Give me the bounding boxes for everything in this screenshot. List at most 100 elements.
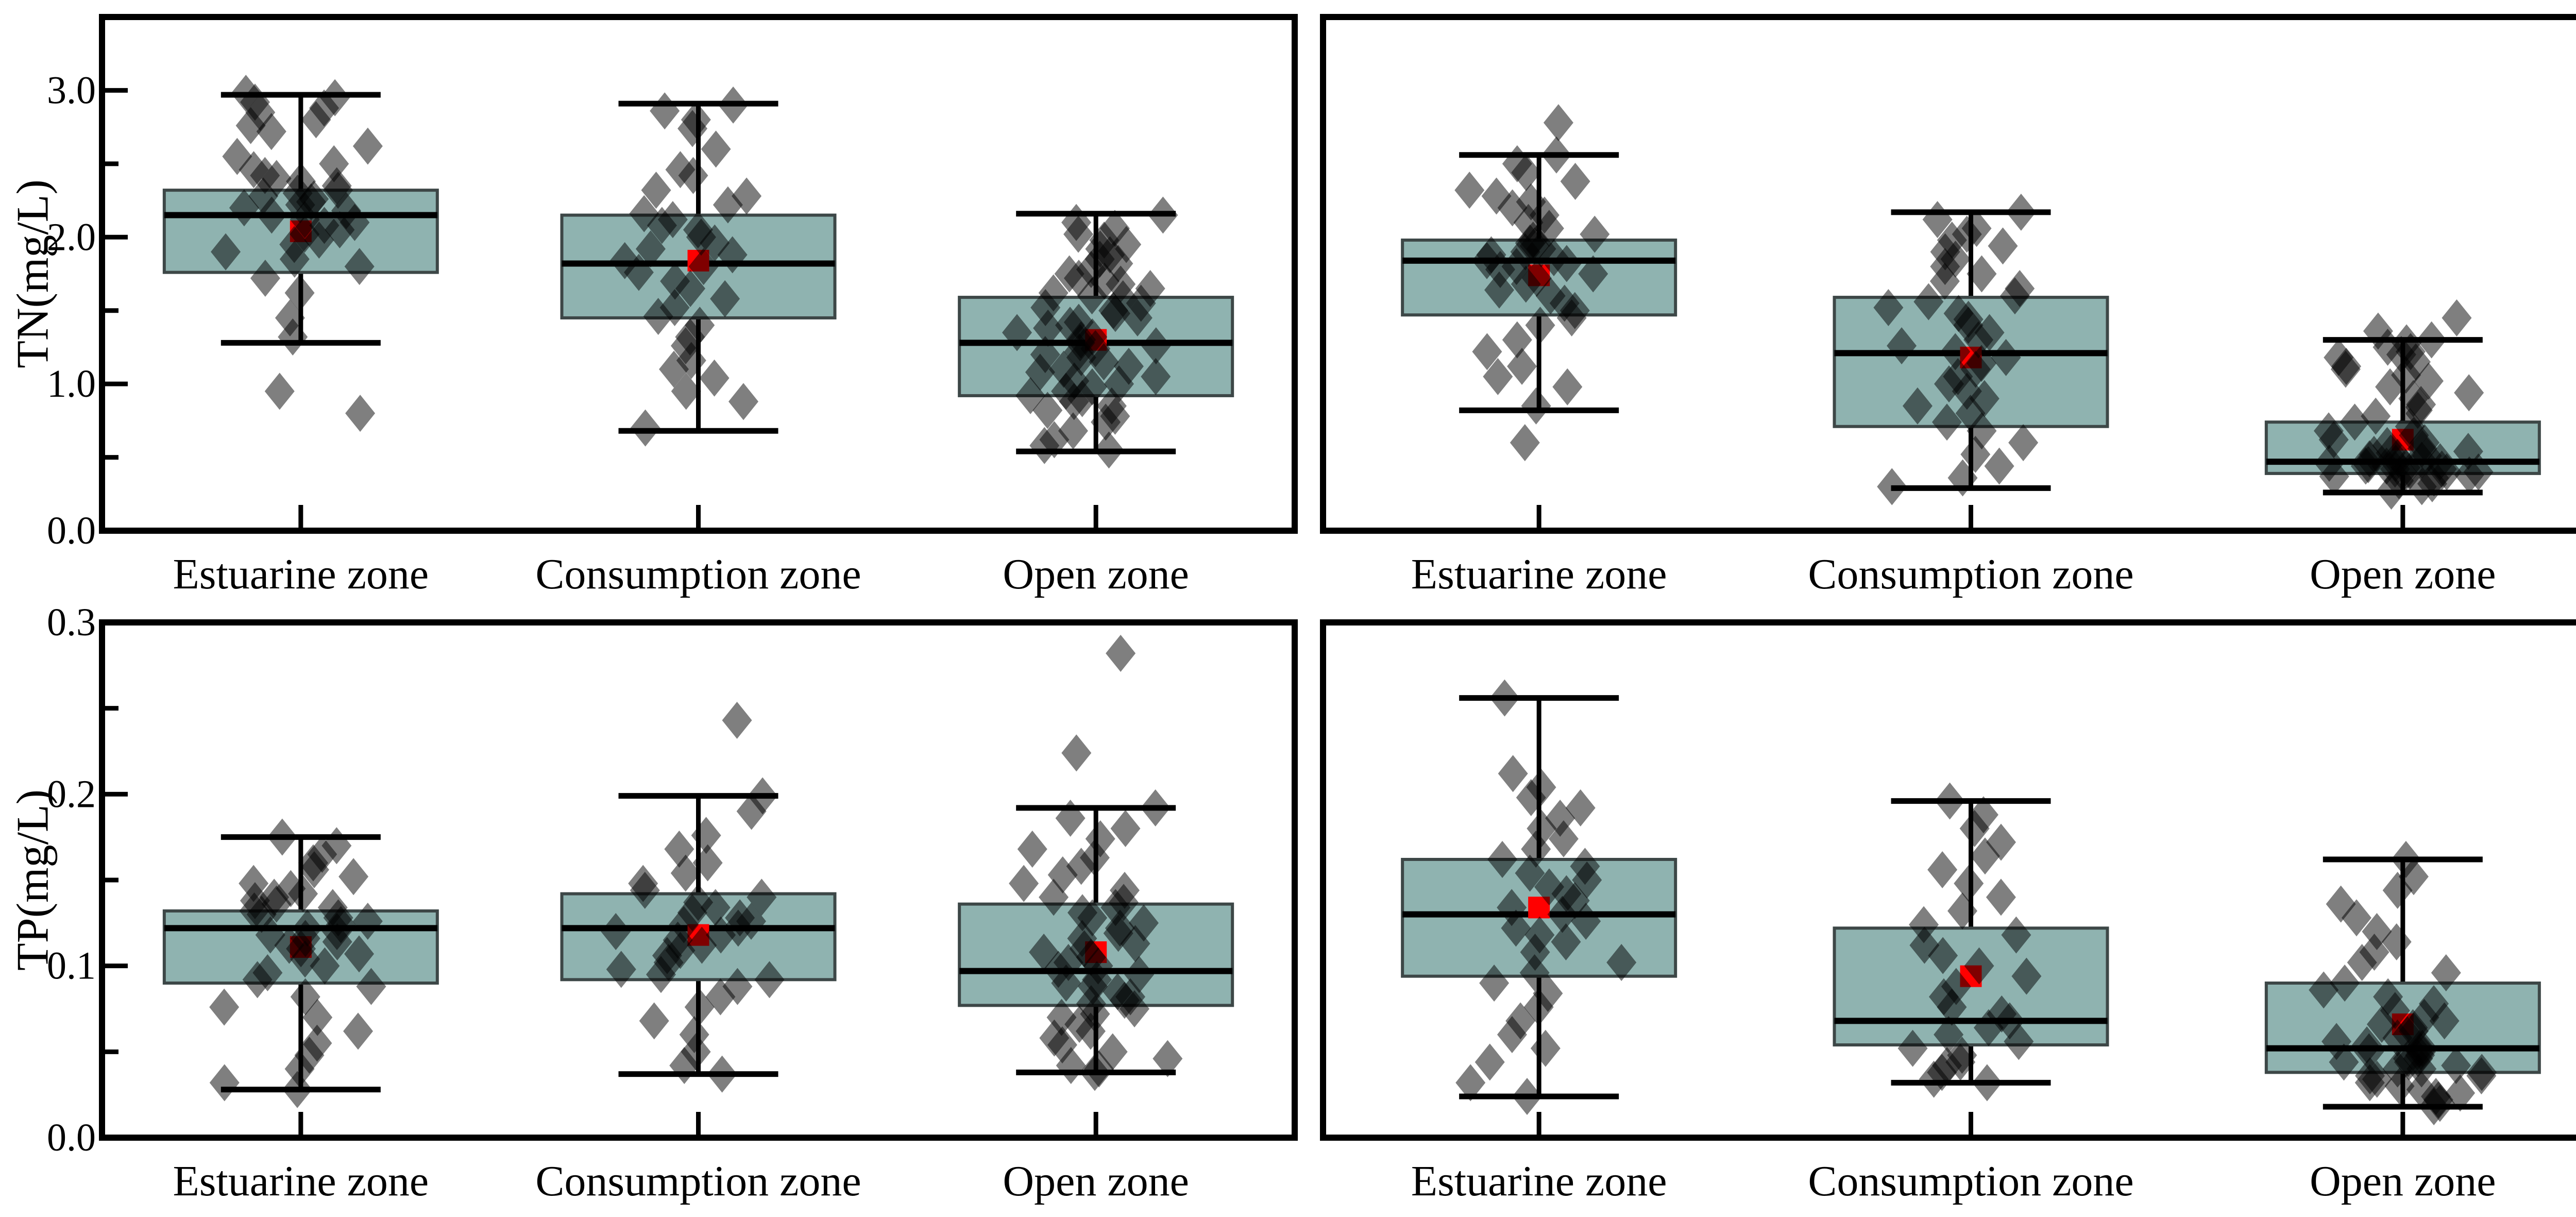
scatter-point [2006, 193, 2036, 231]
scatter-point [1571, 903, 1601, 940]
scatter-point [2419, 1088, 2449, 1125]
scatter-point [2441, 1047, 2471, 1084]
scatter-point [1454, 172, 1485, 209]
scatter-point [722, 702, 752, 739]
scatter-point [2381, 923, 2412, 960]
scatter-point [1507, 347, 1537, 385]
box-group-open-zone: Open zone [2264, 841, 2541, 1205]
scatter-point [1947, 892, 1978, 929]
scatter-point [1472, 333, 1502, 370]
scatter-point [2376, 472, 2406, 510]
scatter-point [1032, 392, 1063, 429]
scatter-point [1498, 755, 1528, 792]
scatter-point [717, 236, 748, 274]
scatter-point [1954, 865, 1984, 902]
y-axis-title: TP(mg/L) [8, 789, 58, 971]
scatter-point [2350, 447, 2381, 485]
scatter-point [1029, 934, 1059, 971]
scatter-point [1512, 1078, 1543, 1115]
scatter-point [310, 947, 340, 985]
scatter-point [282, 1071, 313, 1108]
scatter-point [2340, 403, 2370, 441]
scatter-point [209, 988, 240, 1026]
scatter-point [1530, 1029, 1561, 1067]
panel-border [1320, 619, 2576, 1141]
scatter-point [302, 1024, 332, 1062]
scatter-point [1077, 277, 1107, 315]
scatter-point [1475, 1043, 1505, 1081]
scatter-point [1141, 358, 1171, 395]
box-group-estuarine-zone: Estuarine zone [1401, 679, 1677, 1205]
scatter-point [229, 189, 259, 227]
scatter-point [343, 1012, 374, 1050]
scatter-point [718, 86, 749, 124]
scatter-point [1140, 789, 1171, 826]
scatter-point [1487, 841, 1518, 878]
scatter-point [1902, 387, 1933, 425]
scatter-point [304, 221, 334, 259]
scatter-point [1970, 837, 2000, 875]
scatter-point [1059, 383, 1089, 420]
scatter-point [1551, 923, 1581, 960]
scatter-point [1937, 988, 1967, 1026]
scatter-point [1051, 965, 1081, 1002]
scatter-point [264, 373, 295, 410]
scatter-point [606, 951, 636, 988]
panel-tn: 0.0 1.0 2.0 3.0 TN(mg/L) Estuarine zone Consum… [8, 14, 1298, 598]
category-label: Estuarine zone [1411, 550, 1667, 598]
scatter-point [623, 253, 654, 291]
scatter-point [1079, 1054, 1110, 1091]
scatter-point [1141, 327, 1171, 365]
scatter-point [1502, 321, 1532, 359]
box-group-consumption-zone: Consumption zone [1808, 782, 2134, 1205]
scatter-point [1497, 1016, 1527, 1053]
scatter-point [344, 935, 375, 973]
y-tick-label: 0.3 [47, 601, 96, 644]
scatter-point [1520, 934, 1550, 971]
scatter-point [1897, 1029, 1928, 1067]
category-label: Estuarine zone [173, 1157, 429, 1205]
scatter-point [1510, 424, 1540, 462]
scatter-point [2354, 1064, 2385, 1102]
scatter-point [242, 961, 273, 999]
scatter-point [288, 875, 318, 912]
box-group-open-zone: Open zone [958, 196, 1234, 598]
scatter-point [302, 999, 333, 1036]
scatter-point [2406, 1050, 2437, 1088]
scatter-point [601, 913, 631, 950]
y-tick-label: 0.1 [47, 944, 96, 988]
scatter-point [701, 130, 731, 168]
scatter-point [2329, 1043, 2359, 1081]
scatter-point [669, 1047, 700, 1084]
scatter-point [670, 854, 701, 892]
scatter-point [1089, 343, 1119, 381]
scatter-point [688, 248, 719, 285]
scatter-point [299, 851, 329, 888]
scatter-point [1984, 447, 2014, 485]
scatter-point [1056, 1047, 1086, 1084]
scatter-point [675, 269, 706, 307]
scatter-point [1122, 299, 1153, 336]
category-label: Consumption zone [535, 550, 861, 598]
scatter-point [647, 207, 677, 244]
panel-border [99, 14, 1298, 534]
panel-border [1320, 14, 2576, 534]
box-group-open-zone: Open zone [958, 635, 1234, 1205]
scatter-point [2011, 957, 2042, 995]
scatter-point [1148, 196, 1178, 234]
category-label: Consumption zone [1808, 550, 2133, 598]
scatter-point [1913, 283, 1944, 320]
scatter-point [1991, 339, 2021, 376]
scatter-point [643, 298, 673, 335]
scatter-point [713, 186, 743, 224]
scatter-point [1556, 299, 1587, 336]
scatter-point [2319, 458, 2349, 495]
scatter-point [1479, 965, 1510, 1002]
box-group-estuarine-zone: Estuarine zone [162, 75, 439, 598]
scatter-point [635, 230, 666, 268]
scatter-point [2454, 374, 2484, 412]
y-tick-label: 0.0 [47, 1116, 96, 1159]
scatter-point [2375, 368, 2405, 405]
y-tick-label: 0.0 [47, 509, 96, 552]
